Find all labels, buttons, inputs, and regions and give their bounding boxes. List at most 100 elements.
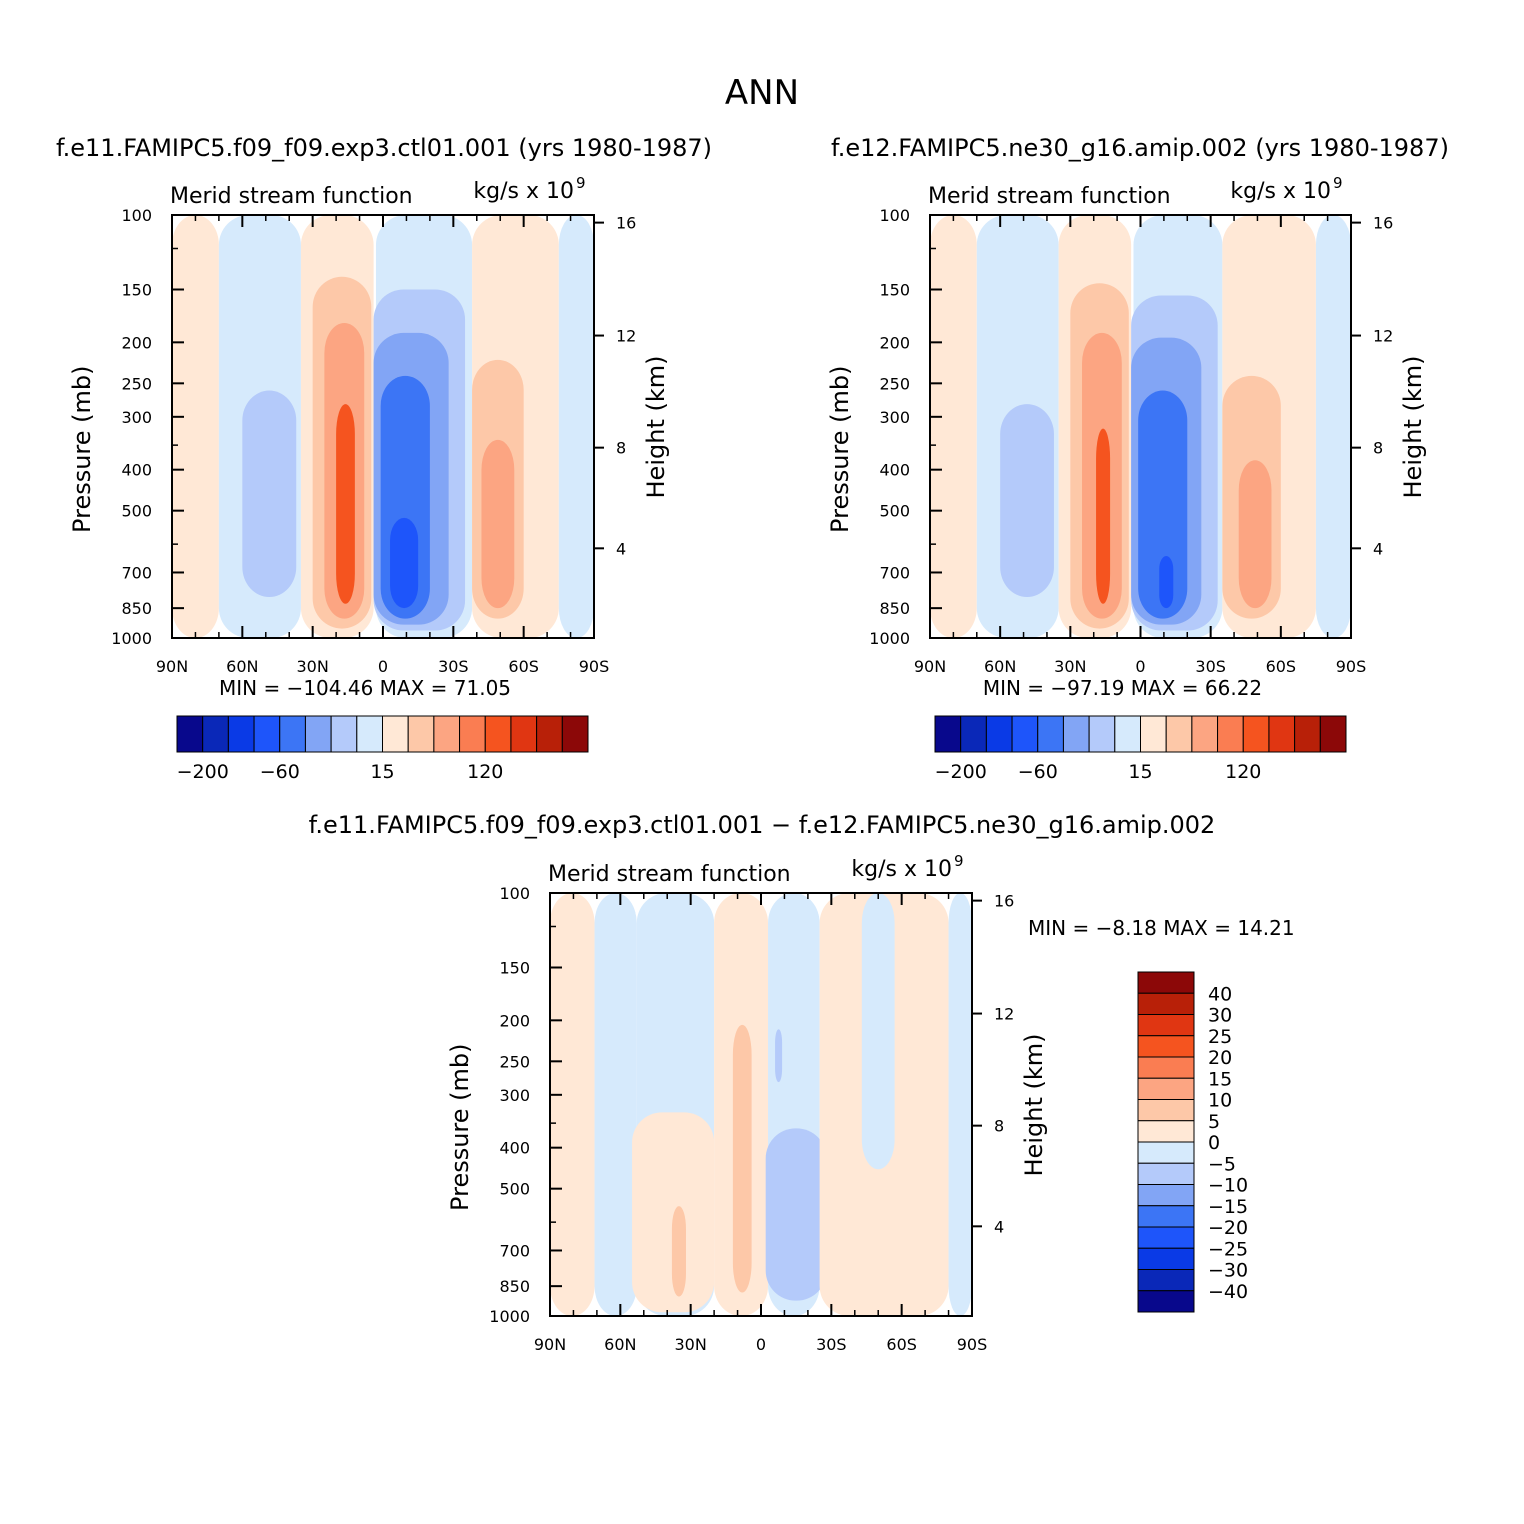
colorbar-box (1137, 1205, 1195, 1228)
colorbar-label: −30 (1208, 1260, 1248, 1282)
colorbar-box (1217, 715, 1244, 753)
left-string: Merid stream function (170, 184, 413, 209)
min-max-stats: MIN = −104.46 MAX = 71.05 (219, 676, 511, 700)
x-tick-label: 60N (984, 657, 1016, 676)
panel-1: f.e11.FAMIPC5.f09_f09.exp3.ctl01.001 (yr… (56, 134, 712, 783)
colorbar-label: 0 (1208, 1132, 1220, 1154)
y-tick-label: 400 (121, 461, 152, 480)
colorbar-box (1114, 715, 1141, 753)
colorbar: −200 −60 15 120 (934, 715, 1347, 783)
colorbar-label: −200 (177, 761, 229, 783)
colorbar-box (1319, 715, 1347, 753)
height-tick-label: 12 (616, 327, 636, 346)
y-tick-label: 850 (879, 599, 910, 618)
y-tick-label: 300 (499, 1086, 530, 1105)
x-tick-label: 90S (1336, 657, 1367, 676)
x-tick-label: 30S (1195, 657, 1226, 676)
colorbar-box (1137, 1162, 1195, 1185)
x-tick-label: 90N (914, 657, 946, 676)
y-tick-label: 150 (499, 958, 530, 977)
colorbar-box (934, 715, 962, 753)
x-tick-label: 0 (378, 657, 388, 676)
height-tick-label: 12 (994, 1005, 1014, 1024)
colorbar-label: −15 (1208, 1196, 1248, 1218)
contour-region (1096, 428, 1111, 604)
contour-region (1315, 215, 1351, 638)
colorbar-box (484, 715, 512, 753)
y-tick-label: 300 (879, 408, 910, 427)
contour-region (632, 1112, 715, 1313)
colorbar-box (279, 715, 306, 753)
contour-region (390, 517, 419, 609)
y-tick-label: 150 (121, 280, 152, 299)
x-tick-label: 90S (579, 657, 610, 676)
x-tick-label: 30N (675, 1335, 707, 1354)
x-tick-label: 30N (297, 657, 329, 676)
x-tick-label: 90N (156, 657, 188, 676)
colorbar-box (176, 715, 204, 753)
x-tick-label: 30N (1054, 657, 1086, 676)
y-axis-label: Pressure (mb) (68, 365, 96, 532)
contour-region (1159, 556, 1174, 609)
y-tick-label: 400 (499, 1139, 530, 1158)
colorbar-box (1137, 1035, 1195, 1058)
colorbar-box (1137, 1120, 1195, 1143)
colorbar-label: −25 (1208, 1238, 1248, 1260)
y-tick-label: 500 (499, 1180, 530, 1199)
height-tick-label: 8 (1373, 439, 1383, 458)
y-tick-label: 700 (879, 563, 910, 582)
colorbar-label: 40 (1208, 983, 1232, 1005)
contour-region (242, 390, 297, 598)
colorbar-label: 10 (1208, 1090, 1232, 1112)
contour-region (1138, 390, 1188, 619)
y-tick-label: 200 (499, 1011, 530, 1030)
colorbar-label: −60 (1018, 761, 1058, 783)
x-tick-label: 0 (756, 1335, 766, 1354)
units-exponent: 9 (954, 852, 964, 870)
colorbar-label: −40 (1208, 1281, 1248, 1303)
colorbar-box (1137, 1077, 1195, 1100)
min-max-stats: MIN = −97.19 MAX = 66.22 (983, 676, 1262, 700)
colorbar: −200 −60 15 120 (176, 715, 589, 783)
y-tick-label: 200 (121, 333, 152, 352)
y-axis-right-label: Height (km) (642, 356, 670, 499)
height-tick-label: 4 (1373, 539, 1383, 558)
left-string: Merid stream function (928, 184, 1171, 209)
figure-title: ANN (725, 73, 799, 113)
panel-title: f.e11.FAMIPC5.f09_f09.exp3.ctl01.001 − f… (309, 811, 1216, 839)
colorbar-box (227, 715, 255, 753)
colorbar-label: −200 (935, 761, 987, 783)
height-tick-label: 16 (994, 892, 1014, 911)
colorbar-box (1242, 715, 1270, 753)
colorbar-box (1294, 715, 1321, 753)
colorbar-box (1137, 1226, 1195, 1249)
y-tick-label: 250 (499, 1052, 530, 1071)
x-tick-label: 30S (438, 657, 469, 676)
colorbar-box (1137, 971, 1195, 994)
colorbar-box (1088, 715, 1116, 753)
units-label: kg/s x 10 (473, 179, 574, 204)
colorbar-box (1137, 1290, 1195, 1313)
x-tick-label: 60S (508, 657, 539, 676)
colorbar-box (202, 715, 229, 753)
x-tick-label: 0 (1135, 657, 1145, 676)
contour-region (775, 1029, 783, 1083)
colorbar-box (960, 715, 987, 753)
contour-region (594, 893, 637, 1316)
y-tick-label: 400 (879, 461, 910, 480)
y-axis-label: Pressure (mb) (446, 1043, 474, 1210)
units-label: kg/s x 10 (1230, 179, 1331, 204)
contour-region (948, 893, 972, 1316)
contour-region (172, 215, 219, 638)
colorbar-box (304, 715, 332, 753)
y-tick-label: 100 (499, 884, 530, 903)
colorbar-box (1137, 1247, 1195, 1270)
colorbar-label: 30 (1208, 1005, 1232, 1027)
y-tick-label: 850 (121, 599, 152, 618)
colorbar-label: 15 (1208, 1068, 1232, 1090)
colorbar-box (985, 715, 1013, 753)
contour-region (1000, 404, 1054, 598)
colorbar-label: −5 (1208, 1153, 1236, 1175)
